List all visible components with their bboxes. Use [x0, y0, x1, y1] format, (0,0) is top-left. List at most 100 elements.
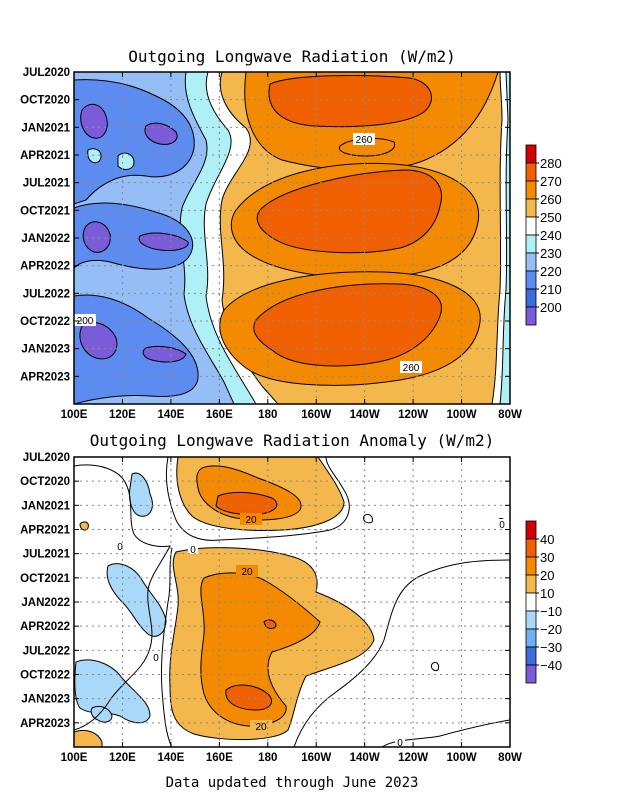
anomaly-colorbar-swatch: [525, 574, 537, 594]
anomaly-colorbar-swatch: [525, 628, 537, 648]
olr-contour-200-b: [144, 122, 178, 145]
olr-contour-200-d: [138, 232, 189, 251]
olr-colorbar-label: 200: [540, 300, 562, 315]
anomaly-colorbar-label: −20: [540, 622, 562, 637]
olr-contour-270-a: [268, 75, 433, 128]
olr-panel: Outgoing Longwave Radiation (W/m2): [20, 47, 562, 421]
olr-y-tick-label: JUL2020: [23, 67, 70, 79]
olr-x-tick-label: 160E: [206, 409, 233, 421]
anomaly-contour-30-upper: [215, 491, 278, 515]
anomaly-y-tick-label: OCT2020: [20, 476, 70, 488]
olr-y-tick-label: JAN2022: [21, 233, 70, 245]
anomaly-colorbar-swatch: [525, 538, 537, 558]
olr-contour-label: 200: [77, 316, 94, 327]
anomaly-y-tick-label: JAN2022: [21, 597, 70, 609]
anomaly-y-tick-label: APR2022: [20, 621, 70, 633]
olr-x-tick-label: 80W: [498, 409, 522, 421]
olr-contour-270-b: [256, 169, 442, 254]
olr-contour-230-pocket-a: [117, 152, 135, 170]
anomaly-x-tick-label: 100E: [61, 752, 88, 764]
anomaly-contour-label: 0: [190, 545, 196, 556]
anomaly-y-tick-label: OCT2022: [20, 670, 70, 682]
olr-tick-labels: 100E 120E 140E 160E 180 160W 140W 120W 100W 80W JU…: [20, 67, 522, 421]
anomaly-contour-label: 0: [499, 520, 505, 531]
anomaly-panel: Outgoing Longwave Radiation Anomaly (W/m…: [20, 431, 562, 764]
olr-x-tick-label: 140W: [350, 409, 380, 421]
olr-y-tick-label: JAN2023: [21, 344, 70, 356]
olr-gridlines: [74, 72, 510, 404]
anomaly-zero-contour-west: [74, 464, 171, 731]
olr-y-tick-label: APR2022: [20, 261, 70, 273]
anomaly-colorbar-label: 20: [540, 568, 554, 583]
olr-colorbar-swatch: [525, 270, 537, 290]
anomaly-colorbar-label: −30: [540, 640, 562, 655]
olr-colorbar-label: 240: [540, 228, 562, 243]
anomaly-colorbar-label: 30: [540, 550, 554, 565]
anomaly-zero-contour-middle: [160, 547, 173, 747]
anomaly-zero-contours: [74, 457, 510, 747]
olr-y-tick-label: OCT2021: [20, 205, 70, 217]
olr-contour-200-e: [79, 322, 118, 360]
anomaly-y-tick-label: JAN2023: [21, 694, 70, 706]
anomaly-colorbar-label: −40: [540, 658, 562, 673]
anomaly-x-tick-label: 160E: [206, 752, 233, 764]
anomaly-y-tick-label: JUL2022: [23, 645, 70, 657]
anomaly-contour-label: 20: [245, 515, 257, 526]
anomaly-x-tick-label: 180: [258, 752, 277, 764]
anomaly-contour-label: 20: [241, 567, 253, 578]
anomaly-y-tick-label: JUL2021: [23, 549, 71, 561]
olr-colorbar-swatch: [525, 180, 537, 200]
anomaly-zero-contour-central: [165, 457, 350, 541]
olr-x-tick-label: 100W: [447, 409, 477, 421]
anomaly-gridlines: [74, 457, 510, 747]
olr-x-tick-label: 180: [258, 409, 277, 421]
olr-colorbar-label: 220: [540, 264, 562, 279]
olr-colorbar-swatch: [525, 234, 537, 254]
anomaly-x-tick-label: 140E: [157, 752, 184, 764]
olr-colorbar-swatch: [525, 252, 537, 272]
olr-chart-title: Outgoing Longwave Radiation (W/m2): [128, 47, 456, 66]
olr-colorbar-swatch: [525, 144, 537, 164]
anomaly-colorbar: 40 30 20 10 −10 −20 −30 −40: [525, 520, 562, 684]
anomaly-plot-area: 20 20 20 0 0 0 0 0: [74, 457, 510, 749]
olr-x-tick-label: 140E: [157, 409, 184, 421]
olr-y-tick-label: APR2023: [20, 371, 70, 383]
anomaly-colorbar-label: 40: [540, 532, 554, 547]
anomaly-contour-label: 0: [117, 542, 123, 553]
olr-contour-210-middle: [74, 202, 194, 270]
anomaly-x-tick-label: 80W: [498, 752, 522, 764]
olr-colorbar-swatch: [525, 216, 537, 236]
olr-y-tick-label: JAN2021: [21, 122, 70, 134]
anomaly-y-tick-label: APR2023: [20, 718, 70, 730]
olr-contour-200-c: [82, 221, 111, 253]
olr-colorbar-label: 280: [540, 156, 562, 171]
olr-contour-label: 260: [356, 135, 373, 146]
anomaly-zero-contour-east: [293, 559, 510, 747]
olr-colorbar: 280 270 260 250 240 230 220 210 200: [525, 144, 562, 326]
olr-colorbar-swatch: [525, 162, 537, 182]
olr-contour-270-c: [253, 283, 442, 367]
anomaly-x-tick-label: 120E: [109, 752, 136, 764]
anomaly-contour-label: 0: [153, 653, 159, 664]
anomaly-zero-contour-small-a: [363, 513, 373, 524]
olr-colorbar-label: 210: [540, 282, 562, 297]
anomaly-contour-label: 0: [397, 738, 403, 749]
olr-colorbar-swatch: [525, 198, 537, 218]
olr-colorbar-label: 230: [540, 246, 562, 261]
anomaly-x-tick-label: 100W: [447, 752, 477, 764]
olr-x-tick-label: 160W: [301, 409, 331, 421]
anomaly-zero-contour-small-b: [431, 661, 439, 671]
anomaly-colorbar-swatch: [525, 520, 537, 540]
olr-colorbar-swatch: [525, 306, 537, 326]
olr-y-tick-label: JUL2022: [23, 288, 70, 300]
footer-note: Data updated through June 2023: [166, 775, 419, 791]
olr-y-tick-label: APR2021: [20, 150, 70, 162]
olr-colorbar-label: 250: [540, 210, 562, 225]
anomaly-tick-labels: 100E 120E 140E 160E 180 160W 140W 120W 100W 80W JU…: [20, 452, 522, 764]
anomaly-colorbar-swatch: [525, 610, 537, 630]
olr-contour-200-f: [142, 345, 187, 363]
anomaly-y-tick-label: JAN2021: [21, 500, 70, 512]
olr-y-tick-label: OCT2020: [20, 95, 70, 107]
olr-y-tick-label: JUL2021: [23, 178, 71, 190]
